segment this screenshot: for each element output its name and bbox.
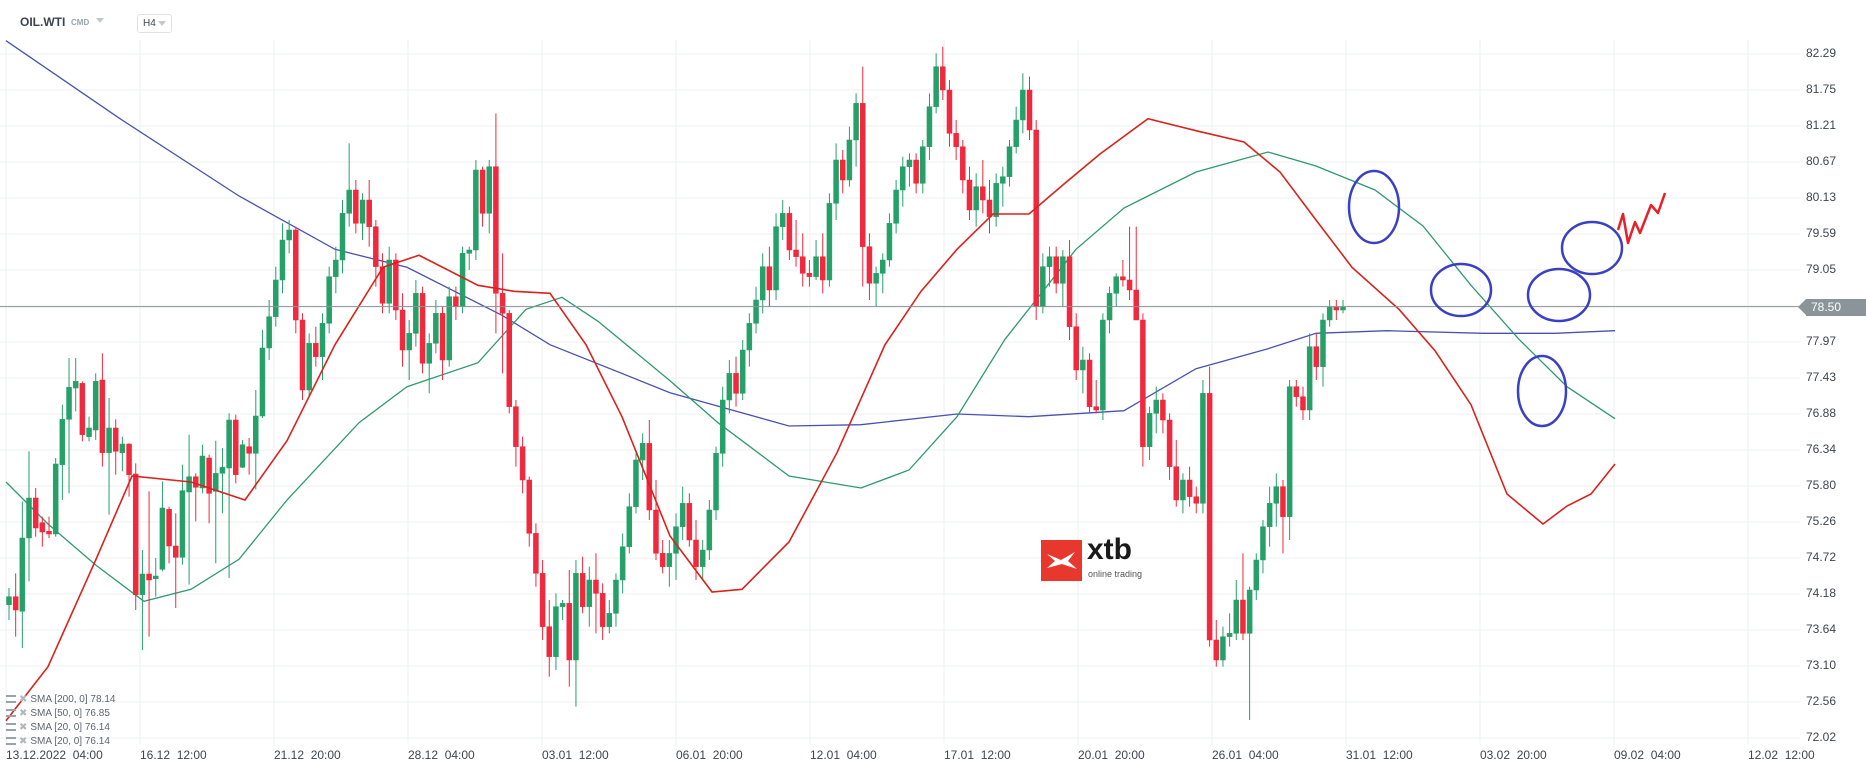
annotation-ellipse (1526, 267, 1592, 323)
time-axis-label: 31.01 12:00 (1346, 748, 1413, 762)
sma200-line (5, 40, 1616, 427)
remove-icon[interactable]: ✖ (19, 721, 28, 733)
time-axis-label: 28.12 04:00 (408, 748, 475, 762)
remove-icon[interactable]: ✖ (19, 693, 28, 705)
logo-tagline: online trading (1088, 569, 1143, 579)
price-axis-label: 75.80 (1806, 478, 1837, 492)
price-axis-label: 81.21 (1806, 118, 1837, 132)
chart-toolbar: OIL.WTI CMD H4 (0, 0, 1866, 40)
price-axis-label: 74.18 (1806, 586, 1837, 600)
remove-icon[interactable]: ✖ (19, 707, 28, 719)
price-axis-label: 81.75 (1806, 82, 1837, 96)
legend-item-sma20[interactable]: ✖ SMA [20, 0] 76.14 (6, 720, 115, 734)
time-axis-label: 12.01 04:00 (810, 748, 877, 762)
price-axis-label: 72.56 (1806, 694, 1837, 708)
price-axis-label: 77.43 (1806, 370, 1837, 384)
settings-lines-icon[interactable] (6, 723, 16, 731)
time-axis-label: 12.02 12:00 (1748, 748, 1815, 762)
time-axis-label: 13.12.2022 04:00 (6, 748, 103, 762)
annotation-ellipse (1347, 169, 1401, 245)
remove-icon[interactable]: ✖ (19, 735, 28, 747)
timeframe-value: H4 (143, 18, 156, 29)
price-axis-label: 80.13 (1806, 190, 1837, 204)
price-axis-label: 80.67 (1806, 154, 1837, 168)
price-axis-label: 73.64 (1806, 622, 1837, 636)
price-axis-label: 79.05 (1806, 262, 1837, 276)
annotation-ellipse (1560, 220, 1624, 276)
price-axis-label: 77.97 (1806, 334, 1837, 348)
logo-wordmark: xtb (1087, 533, 1132, 566)
sma20-line (5, 117, 1616, 722)
legend-label: SMA [50, 0] 76.85 (30, 707, 110, 719)
legend-item-sma50[interactable]: ✖ SMA [50, 0] 76.85 (6, 706, 115, 720)
price-axis-label: 76.34 (1806, 442, 1837, 456)
legend-label: SMA [200, 0] 78.14 (30, 693, 116, 705)
price-axis-label: 79.59 (1806, 226, 1837, 240)
legend-item-sma200[interactable]: ✖ SMA [200, 0] 78.14 (6, 692, 115, 706)
time-axis-label: 20.01 20:00 (1078, 748, 1145, 762)
settings-lines-icon[interactable] (6, 737, 16, 745)
price-axis-label: 76.88 (1806, 406, 1837, 420)
time-axis-label: 17.01 12:00 (944, 748, 1011, 762)
instrument-category: CMD (71, 18, 90, 27)
annotation-ellipse (1429, 262, 1493, 318)
price-axis-label: 82.29 (1806, 46, 1837, 60)
xtb-logo-icon (1041, 540, 1082, 581)
price-axis-label: 73.10 (1806, 658, 1837, 672)
settings-lines-icon[interactable] (6, 709, 16, 717)
price-axis-label: 75.26 (1806, 514, 1837, 528)
indicator-legend: ✖ SMA [200, 0] 78.14 ✖ SMA [50, 0] 76.85… (6, 692, 115, 748)
annotation-zigzag (1616, 192, 1667, 245)
timeframe-select[interactable]: H4 (137, 14, 172, 33)
price-axis-label: 72.02 (1806, 730, 1837, 744)
settings-lines-icon[interactable] (6, 695, 16, 703)
current-price-tag: 78.50 (1798, 299, 1866, 316)
symbol-dropdown-chevron-icon[interactable] (96, 18, 104, 23)
price-axis-label: 74.72 (1806, 550, 1837, 564)
legend-item-sma20-second[interactable]: ✖ SMA [20, 0] 76.14 (6, 734, 115, 748)
time-axis-label: 09.02 04:00 (1614, 748, 1681, 762)
time-axis-label: 21.12 20:00 (274, 748, 341, 762)
time-axis-label: 06.01 20:00 (676, 748, 743, 762)
legend-label: SMA [20, 0] 76.14 (30, 735, 110, 747)
sma50-line (5, 151, 1616, 603)
time-axis-label: 26.01 04:00 (1212, 748, 1279, 762)
legend-label: SMA [20, 0] 76.14 (30, 721, 110, 733)
chevron-down-icon (158, 21, 166, 26)
annotation-ellipse (1516, 354, 1568, 428)
symbol-name[interactable]: OIL.WTI (20, 15, 66, 29)
time-axis-label: 03.01 12:00 (542, 748, 609, 762)
time-axis-label: 16.12 12:00 (140, 748, 207, 762)
xtb-logo: xtb online trading (1041, 533, 1161, 581)
time-axis-label: 03.02 20:00 (1480, 748, 1547, 762)
